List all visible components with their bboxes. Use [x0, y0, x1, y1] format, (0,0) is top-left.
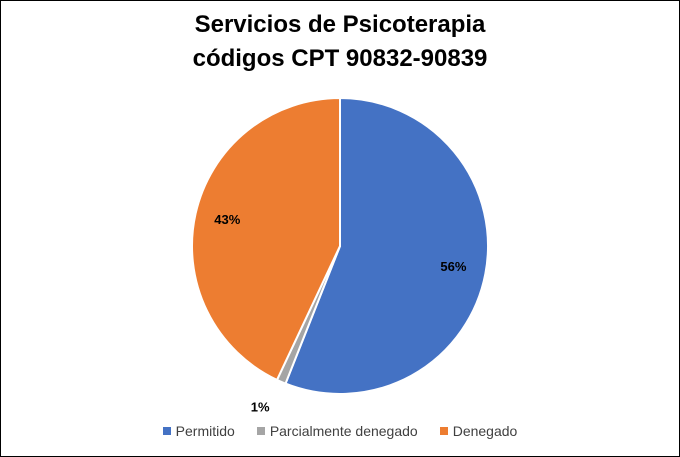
legend-swatch-denegado	[439, 427, 448, 435]
legend-item-parcialmente-denegado: Parcialmente denegado	[256, 423, 418, 439]
legend-label-permitido: Permitido	[175, 423, 235, 439]
data-label-permitido: 56%	[440, 259, 466, 274]
legend-label-parcialmente-denegado: Parcialmente denegado	[269, 423, 418, 439]
legend-label-denegado: Denegado	[452, 423, 518, 439]
legend-swatch-parcialmente-denegado	[256, 427, 265, 435]
data-label-parcialmente-denegado: 1%	[251, 400, 270, 415]
legend-item-permitido: Permitido	[162, 423, 235, 439]
legend: Permitido Parcialmente denegado Denegado	[0, 423, 680, 439]
chart-title-line-1: Servicios de Psicoterapia	[194, 11, 486, 38]
pie-slice-permitido	[284, 96, 489, 395]
chart-title-line-2: códigos CPT 90832-90839	[192, 45, 488, 72]
legend-item-denegado: Denegado	[439, 423, 518, 439]
pie-slice-denegado	[191, 96, 341, 382]
data-label-denegado: 43%	[214, 212, 240, 227]
legend-swatch-permitido	[162, 427, 171, 435]
chart-title: Servicios de Psicoterapia códigos CPT 90…	[0, 8, 680, 76]
